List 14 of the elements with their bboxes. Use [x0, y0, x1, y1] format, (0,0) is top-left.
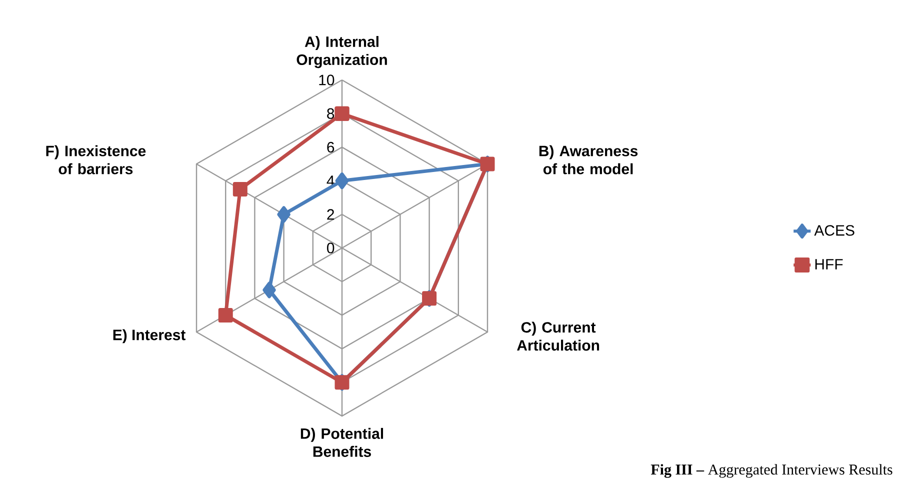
- spoke-label: E) Interest: [113, 329, 186, 344]
- y-tick-label: 6: [327, 142, 334, 152]
- legend-label: HFF: [815, 259, 843, 270]
- y-tick-label: 2: [327, 209, 334, 220]
- y-tick-label: 0: [327, 242, 334, 254]
- legend-label: ACES: [814, 225, 854, 236]
- spoke-label: F) Inexistence of barriers: [46, 145, 146, 174]
- spoke-label: B) Awareness of the model: [539, 145, 638, 174]
- spoke-label: A) Internal Organization: [296, 36, 387, 68]
- spoke-label: C) Current Articulation: [517, 322, 600, 351]
- y-tick-label: 10: [319, 74, 334, 86]
- text: Fig III – Aggregated Interviews Results: [650, 464, 892, 478]
- y-tick-label: 8: [327, 108, 334, 119]
- spoke-label: D) Potential Benefits: [300, 428, 384, 457]
